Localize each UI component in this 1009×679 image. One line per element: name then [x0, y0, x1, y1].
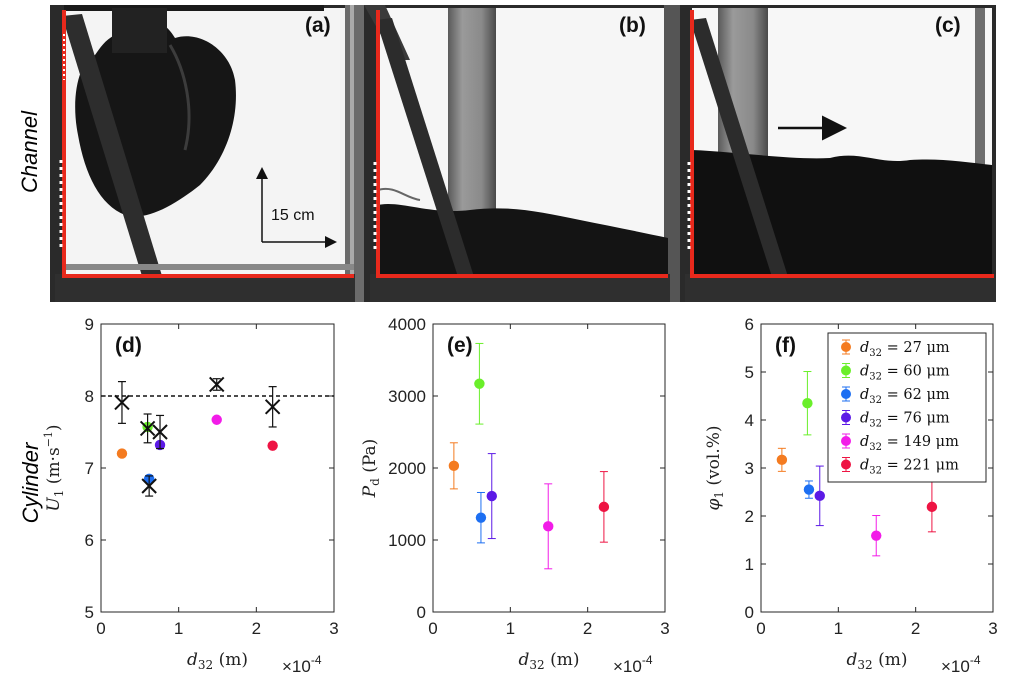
y-tick-label: 3	[745, 459, 754, 478]
sediment-bed-c	[692, 150, 992, 274]
data-point	[814, 490, 825, 502]
y-tick-label: 7	[85, 459, 94, 478]
data-point	[543, 521, 554, 532]
x-axis-label: d32 (m)	[187, 650, 248, 672]
data-point	[802, 398, 813, 409]
x-tick-label: 1	[506, 619, 515, 638]
legend-marker	[841, 459, 851, 470]
legend-marker	[841, 389, 851, 399]
x-axis-label: d32 (m)	[519, 650, 580, 672]
panel-label: (f)	[775, 334, 796, 357]
data-point	[448, 460, 460, 472]
panel-label-a: (a)	[305, 14, 331, 37]
x-axis-label: d32 (m)	[847, 650, 908, 672]
photo-panel-b: (b)	[364, 5, 680, 302]
legend-marker	[841, 436, 851, 446]
y-axis-label: φ1 (vol.%)	[704, 425, 726, 510]
support-rod-b	[376, 18, 482, 302]
cross-marker	[141, 478, 157, 494]
y-tick-label: 6	[85, 531, 94, 550]
legend-label: d32 = 221 μm	[860, 458, 959, 477]
panel-label-c: (c)	[935, 14, 961, 37]
legend-label: d32 = 76 μm	[860, 411, 950, 430]
photo-panel-c: (c)	[680, 5, 996, 302]
legend-label: d32 = 149 μm	[860, 434, 959, 453]
plot-frame	[100, 323, 335, 613]
x-tick-label: 2	[583, 619, 592, 638]
y-tick-label: 5	[85, 603, 94, 622]
legend-marker	[841, 412, 851, 423]
plot-panel-d: 0 1 2 3 5 6 7 8 9 d32 (m) ×10-4 U1 (m·s−1) (d)	[42, 315, 339, 676]
y-tick-label: 8	[85, 387, 94, 406]
photo-panel-a: 15 cm (a)	[50, 5, 364, 302]
y-tick-label: 1	[745, 555, 754, 574]
y-tick-label: 2	[745, 507, 754, 526]
y-tick-label: 2000	[388, 459, 426, 478]
x-scale-factor: ×10-4	[941, 653, 981, 676]
x-tick-label: 2	[252, 619, 261, 638]
y-tick-label: 6	[745, 315, 754, 334]
x-tick-label: 3	[988, 619, 997, 638]
panel-label: (e)	[447, 334, 473, 357]
data-point	[598, 501, 610, 513]
scale-bar-label: 15 cm	[271, 207, 315, 224]
panel-label: (d)	[115, 334, 142, 357]
data-point	[776, 454, 788, 466]
legend-marker	[841, 365, 851, 376]
x-scale-factor: ×10-4	[613, 653, 653, 676]
y-tick-label: 4000	[388, 315, 426, 334]
plot-panel-f: 0 1 2 3 0 1 2 3 4 5 6 d32 (m) ×10-4 φ1 (vol.%) (f) d32 …	[704, 315, 998, 676]
y-tick-label: 1000	[388, 531, 426, 550]
x-tick-label: 0	[428, 619, 437, 638]
data-point	[475, 512, 487, 523]
data-point	[211, 414, 222, 425]
x-tick-label: 1	[834, 619, 843, 638]
cross-marker	[139, 420, 156, 437]
support-rod-c	[690, 18, 796, 302]
cross-marker	[114, 394, 130, 411]
plot-panel-e: 0 1 2 3 0 1000 2000 3000 4000 d32 (m) ×10-4 Pd (Pa)…	[360, 315, 670, 676]
legend-box	[827, 332, 987, 483]
cross-marker	[209, 376, 225, 393]
cross-marker	[264, 399, 281, 415]
legend-label: d32 = 27 μm	[860, 340, 950, 359]
legend-label: d32 = 62 μm	[860, 387, 950, 406]
x-tick-label: 1	[174, 619, 183, 638]
cylinder-pillar-b	[448, 8, 496, 228]
data-point	[116, 448, 128, 459]
cross-marker	[152, 424, 168, 440]
y-tick-label: 4	[745, 411, 754, 430]
data-point	[474, 378, 485, 389]
y-tick-label: 0	[745, 603, 754, 622]
legend-marker	[841, 342, 851, 352]
x-tick-label: 0	[756, 619, 765, 638]
y-tick-label: 3000	[388, 387, 426, 406]
data-point	[871, 530, 882, 541]
legend-label: d32 = 60 μm	[860, 364, 950, 383]
x-tick-label: 2	[911, 619, 920, 638]
data-point	[926, 501, 938, 513]
x-tick-label: 3	[660, 619, 669, 638]
y-tick-label: 9	[85, 315, 94, 334]
y-tick-label: 5	[745, 363, 754, 382]
data-point	[267, 440, 278, 451]
y-axis-label: U1 (m·s−1)	[42, 424, 66, 511]
data-point	[803, 484, 815, 495]
x-tick-label: 0	[96, 619, 105, 638]
y-axis-label: Pd (Pa)	[360, 439, 382, 499]
x-scale-factor: ×10-4	[282, 653, 322, 676]
x-tick-label: 3	[329, 619, 338, 638]
support-rod-a	[62, 14, 170, 302]
y-tick-label: 0	[417, 603, 426, 622]
data-point	[486, 490, 497, 502]
panel-label-b: (b)	[619, 14, 646, 37]
